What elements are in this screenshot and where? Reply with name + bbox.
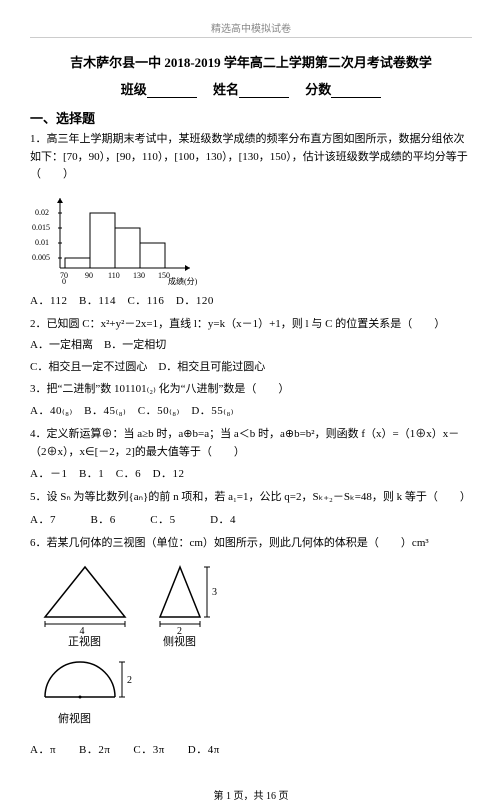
- exam-page: 精选高中模拟试卷 吉木萨尔县一中 2018-2019 学年高二上学期第二次月考试…: [0, 0, 502, 812]
- q1-chart: 0.005 0.01 0.015 0.02 70 90 110 130 150 …: [30, 188, 472, 288]
- score-label: 分数: [305, 82, 331, 97]
- q6-options: A．π B．2π C．3π D．4π: [30, 741, 472, 757]
- svg-text:0.01: 0.01: [35, 238, 49, 247]
- page-footer: 第 1 页，共 16 页: [30, 787, 472, 802]
- svg-text:0.015: 0.015: [32, 223, 50, 232]
- q3-text: 3．把“二进制”数 101101₍₂₎ 化为“八进制”数是（ ）: [30, 381, 472, 399]
- svg-text:3: 3: [212, 587, 217, 598]
- svg-text:0.005: 0.005: [32, 253, 50, 262]
- q1-text: 1．高三年上学期期末考试中，某班级数学成绩的频率分布直方图如图所示，数据分组依次…: [30, 131, 472, 184]
- svg-text:0: 0: [62, 277, 66, 286]
- svg-text:2: 2: [127, 675, 132, 686]
- score-blank: [331, 85, 381, 98]
- name-blank: [239, 85, 289, 98]
- q6-views: 4 正视图 3 2 侧视图 2 俯视图: [30, 557, 472, 737]
- name-label: 姓名: [213, 82, 239, 97]
- q6-text: 6．若某几何体的三视图（单位：cm）如图所示，则此几何体的体积是（ ）cm³: [30, 535, 472, 553]
- exam-title: 吉木萨尔县一中 2018-2019 学年高二上学期第二次月考试卷数学: [30, 52, 472, 71]
- section-heading: 一、选择题: [30, 108, 472, 127]
- svg-text:俯视图: 俯视图: [58, 711, 91, 725]
- q5-text: 5．设 Sₙ 为等比数列{aₙ}的前 n 项和，若 a₁=1，公比 q=2，Sₖ…: [30, 489, 472, 507]
- q3-options: A．40₍₈₎ B．45₍₈₎ C．50₍₈₎ D．55₍₈₎: [30, 402, 472, 418]
- q2-text: 2．已知圆 C：x²+y²－2x=1，直线 l：y=k（x－1）+1，则 l 与…: [30, 316, 472, 334]
- class-blank: [147, 85, 197, 98]
- student-fields: 班级 姓名 分数: [30, 79, 472, 98]
- svg-text:侧视图: 侧视图: [163, 634, 196, 647]
- q4-text: 4．定义新运算⊕：当 a≥b 时，a⊕b=a；当 a＜b 时，a⊕b=b²，则函…: [30, 426, 472, 461]
- q5-options: A．7 B．6 C．5 D．4: [30, 511, 472, 527]
- running-header: 精选高中模拟试卷: [30, 20, 472, 38]
- q1-options: A．112 B．114 C．116 D．120: [30, 292, 472, 308]
- svg-text:正视图: 正视图: [68, 634, 101, 647]
- svg-text:成绩(分): 成绩(分): [168, 276, 198, 286]
- q2-optC: C．相交且一定不过圆心 D．相交且可能过圆心: [30, 359, 472, 377]
- svg-text:0.02: 0.02: [35, 208, 49, 217]
- class-label: 班级: [121, 82, 147, 97]
- q2-optA: A．一定相离 B．一定相切: [30, 337, 472, 355]
- svg-text:130: 130: [133, 271, 145, 280]
- svg-text:90: 90: [85, 271, 93, 280]
- svg-text:110: 110: [108, 271, 120, 280]
- q4-options: A．－1 B．1 C．6 D．12: [30, 465, 472, 481]
